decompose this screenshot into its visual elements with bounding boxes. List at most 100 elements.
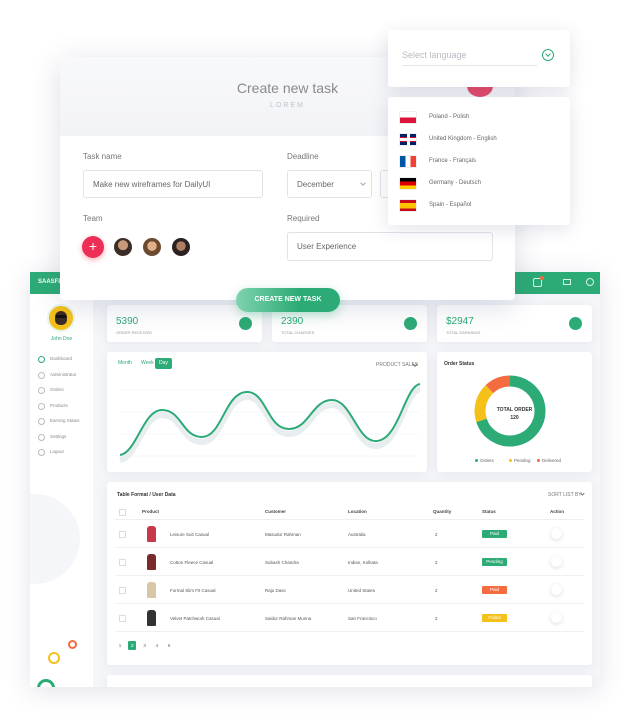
language-option[interactable]: Spain - Español <box>429 202 472 208</box>
language-option[interactable]: France - Français <box>429 158 477 164</box>
menu-icon <box>38 371 45 379</box>
menu-item[interactable]: Settings <box>50 433 67 439</box>
donut-segment <box>476 375 546 447</box>
donut-segment <box>485 375 511 394</box>
quantity: 2 <box>435 560 438 565</box>
flag-icon <box>400 134 416 145</box>
column-header: Product <box>142 509 160 514</box>
donut-center-label: TOTAL ORDER <box>496 407 533 413</box>
page-link[interactable]: 2 <box>128 641 137 650</box>
status-badge: Paid <box>482 530 507 538</box>
status-badge: Failed <box>482 614 507 622</box>
language-option[interactable]: United Kingdom - English <box>429 136 497 142</box>
required-input[interactable]: User Experience <box>287 232 493 261</box>
action-button[interactable] <box>551 584 562 595</box>
stat-icon <box>404 317 417 330</box>
checkbox[interactable] <box>119 587 126 594</box>
legend-label: Orders <box>480 458 494 463</box>
menu-item[interactable]: Logout <box>50 449 64 454</box>
menu-icon <box>38 433 45 441</box>
task-name-label: Task name <box>83 152 122 161</box>
notification-icon[interactable] <box>533 278 542 287</box>
menu-item[interactable]: Earning Status <box>50 418 80 423</box>
quantity: 2 <box>435 532 438 537</box>
task-title: Create new task <box>236 80 339 96</box>
settings-icon[interactable] <box>586 278 594 286</box>
status-badge: Pending <box>482 558 507 566</box>
customer: Masudur Rahman <box>265 532 301 537</box>
sales-tab[interactable]: Week <box>141 360 154 366</box>
checkbox[interactable] <box>119 559 126 566</box>
action-button[interactable] <box>551 528 562 539</box>
add-member-button[interactable]: + <box>82 236 104 258</box>
decor-ring <box>37 679 55 687</box>
task-name-input[interactable]: Make new wireframes for DailyUI <box>83 170 263 198</box>
sales-dropdown[interactable]: PRODUCT SALES <box>376 362 419 368</box>
menu-icon <box>38 387 45 394</box>
sort-dropdown[interactable]: SORT LIST BY <box>548 492 582 498</box>
product-name: Cotton Fleece Casual <box>170 560 214 565</box>
stat-value: $2947 <box>446 316 474 327</box>
sales-card: PRODUCT SALES Month Week Day <box>107 352 427 472</box>
deadline-label: Deadline <box>287 152 319 161</box>
team-label: Team <box>83 214 103 223</box>
mail-icon[interactable] <box>563 279 571 285</box>
menu-icon <box>38 449 45 456</box>
menu-icon <box>38 418 45 425</box>
menu-icon <box>38 402 45 410</box>
menu-item[interactable]: Administrator <box>50 371 77 377</box>
checkbox[interactable] <box>119 531 126 538</box>
row-divider <box>115 575 584 576</box>
customer: Subash Chandra <box>265 560 299 565</box>
customer: Saidur Rahman Munna <box>265 616 312 621</box>
task-subtitle: LOREM <box>270 102 305 109</box>
page-link[interactable]: 5 <box>167 643 171 648</box>
legend-dot <box>537 459 540 462</box>
language-option[interactable]: Germany - Deutsch <box>429 180 482 186</box>
row-divider <box>115 631 584 632</box>
action-button[interactable] <box>551 556 562 567</box>
flag-icon <box>400 112 416 123</box>
status-badge: Paid <box>482 586 507 594</box>
donut-chart <box>474 375 546 447</box>
table-title: Table Format / User Data <box>117 492 176 498</box>
flag-icon <box>400 156 416 167</box>
sales-line-chart <box>118 383 422 463</box>
quantity: 2 <box>435 616 438 621</box>
stat-card: 5390 ORDER RECEIVED <box>107 305 262 342</box>
page-link[interactable]: 1 <box>118 643 122 648</box>
action-button[interactable] <box>551 612 562 623</box>
location: United States <box>348 588 376 593</box>
menu-item[interactable]: Products <box>50 402 68 408</box>
donut-center-value: 120 <box>510 415 519 421</box>
create-task-button[interactable]: CREATE NEW TASK <box>236 288 340 312</box>
product-name: Leisure Suit Casual <box>170 532 210 537</box>
menu-item[interactable]: Dashboard <box>50 356 73 361</box>
select-underline <box>402 65 537 66</box>
stat-value: 2390 <box>281 316 304 327</box>
deadline-month-select[interactable]: December <box>287 170 372 198</box>
sidebar: John Doe Dashboard Administrator Orders Pro… <box>30 294 93 687</box>
table-card: Table Format / User Data SORT LIST BY Pr… <box>107 482 592 665</box>
dashboard: SAASFL John Doe Dashboard Administrator Or… <box>30 272 600 687</box>
page-link[interactable]: 3 <box>143 643 146 648</box>
legend-label: Pending <box>514 458 531 463</box>
sort-caret <box>580 491 585 496</box>
header-divider <box>115 519 584 520</box>
sales-tab[interactable]: Day <box>155 358 172 369</box>
menu-item[interactable]: Orders <box>50 387 64 392</box>
stat-label: ORDER RECEIVED <box>116 330 153 335</box>
checkbox[interactable] <box>119 615 126 622</box>
column-header: Status <box>482 509 496 514</box>
location: Australia <box>348 532 366 537</box>
legend-dot <box>475 459 478 462</box>
select-chevron[interactable] <box>542 49 554 61</box>
language-option[interactable]: Poland - Polish <box>429 114 470 120</box>
page-link[interactable]: 4 <box>155 643 159 648</box>
product-image <box>147 610 156 626</box>
sales-tab[interactable]: Month <box>118 360 132 366</box>
language-select[interactable]: Select language <box>388 30 570 87</box>
legend-dot <box>509 459 512 462</box>
order-status-card: Order Status TOTAL ORDER 120 Orders Pendi… <box>437 352 592 472</box>
